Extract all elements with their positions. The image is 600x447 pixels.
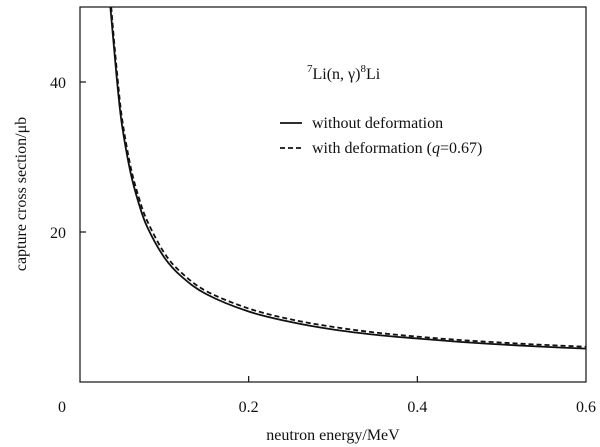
y-tick-label: 40: [50, 75, 66, 92]
x-tick-label: 0.4: [407, 399, 427, 416]
x-tick-label: 0: [58, 399, 66, 416]
title-tail: Li: [366, 66, 381, 83]
legend: without deformation with deformation (q=…: [280, 115, 482, 157]
legend-label-with-deformation: with deformation (q=0.67): [312, 140, 482, 157]
title-main: Li(n, γ): [313, 66, 361, 83]
plot-frame: [79, 6, 587, 383]
y-axis-label: capture cross section/μb: [13, 117, 30, 271]
x-tick-label: 0.2: [239, 399, 259, 416]
title-post-sup: 8: [360, 63, 366, 75]
legend-label-with-deformation-post: =0.67): [440, 140, 482, 157]
x-tick-label: 0.6: [576, 399, 596, 416]
title-pre-sup: 7: [307, 63, 313, 75]
series-line-with-deformation: [110, 6, 587, 348]
y-tick-label: 20: [50, 225, 66, 242]
series-line-without-deformation: [109, 6, 587, 350]
x-axis-ticks: 0 0.2 0.4 0.6: [58, 376, 596, 416]
legend-label-with-deformation-pre: with deformation (: [312, 140, 432, 157]
chart-title: 7Li(n, γ)8Li: [307, 63, 381, 83]
legend-label-without-deformation: without deformation: [312, 115, 443, 132]
legend-label-with-deformation-q: q: [432, 140, 440, 157]
series-layer: [109, 6, 587, 350]
x-axis-label: neutron energy/MeV: [266, 427, 400, 444]
